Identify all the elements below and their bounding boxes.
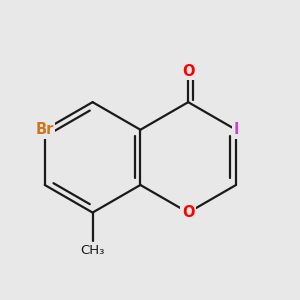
Text: CH₃: CH₃	[80, 244, 105, 257]
Text: O: O	[182, 64, 194, 79]
Text: I: I	[233, 122, 239, 137]
Text: Br: Br	[36, 122, 54, 137]
Text: O: O	[182, 205, 194, 220]
